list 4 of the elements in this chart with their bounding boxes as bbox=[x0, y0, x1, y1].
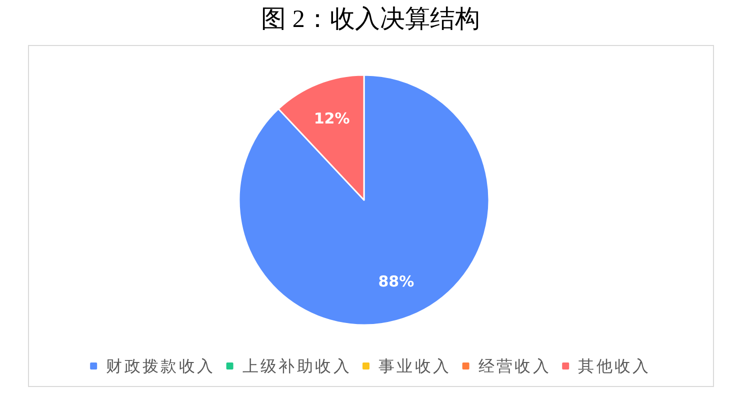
legend-label: 事业收入 bbox=[378, 356, 452, 376]
legend-label: 经营收入 bbox=[478, 356, 552, 376]
title: 图 2：收入决算结构 bbox=[261, 6, 480, 33]
legend-label: 其他收入 bbox=[578, 356, 651, 376]
